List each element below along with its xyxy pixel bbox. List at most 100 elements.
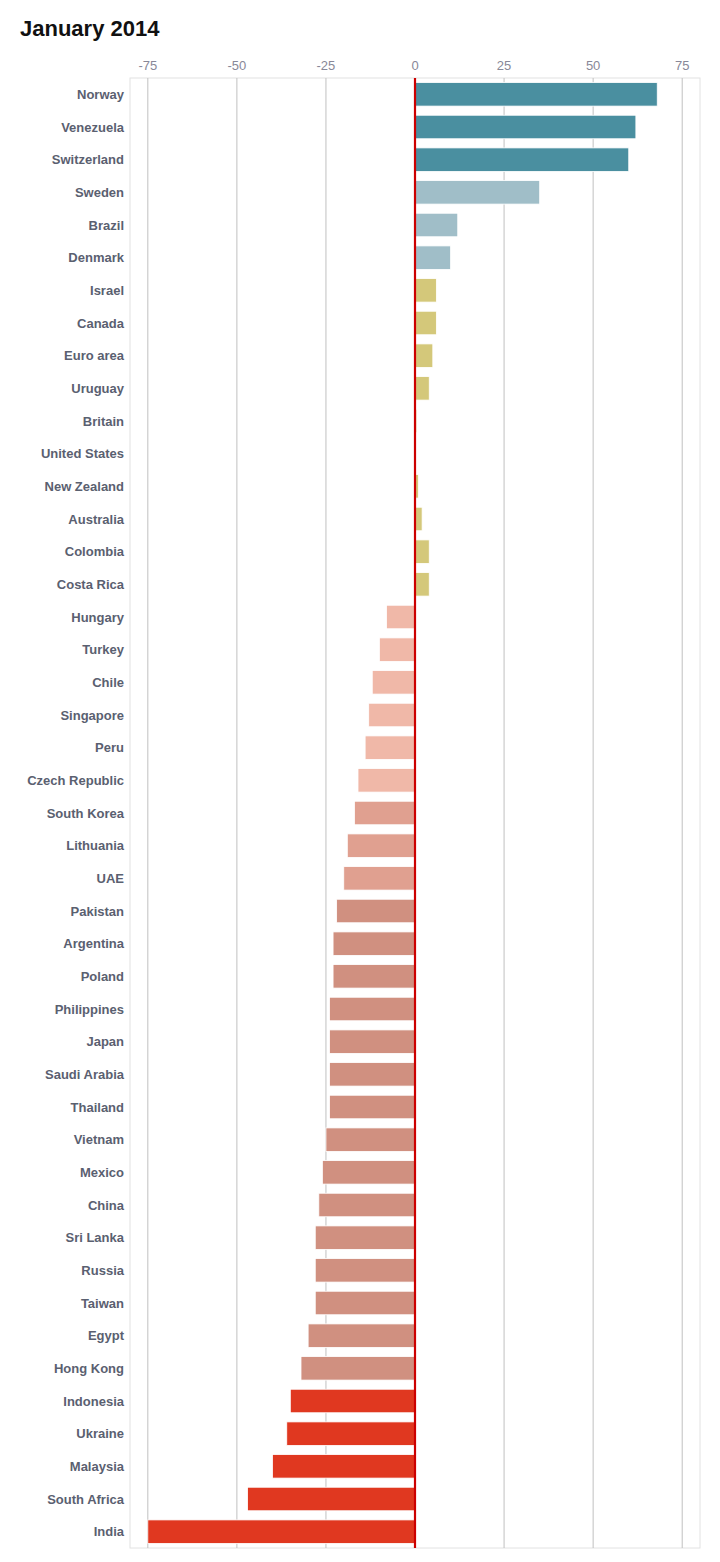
tick-label: -75 bbox=[138, 58, 157, 73]
category-label: Britain bbox=[83, 414, 124, 429]
category-label: Malaysia bbox=[70, 1459, 125, 1474]
category-label: Saudi Arabia bbox=[45, 1067, 125, 1082]
category-label: Argentina bbox=[63, 936, 124, 951]
bar bbox=[365, 736, 415, 760]
bar bbox=[369, 703, 415, 727]
bar bbox=[347, 834, 415, 858]
bar bbox=[287, 1422, 415, 1446]
bar bbox=[415, 540, 429, 564]
category-label: Sri Lanka bbox=[65, 1230, 124, 1245]
category-label: Hungary bbox=[71, 610, 125, 625]
tick-label: 75 bbox=[675, 58, 689, 73]
category-label: Israel bbox=[90, 283, 124, 298]
category-label: South Africa bbox=[47, 1492, 125, 1507]
category-label: Canada bbox=[77, 316, 125, 331]
bar bbox=[315, 1259, 415, 1283]
category-labels: Norway Venezuela Switzerland Sweden Brazil De… bbox=[27, 87, 125, 1539]
category-label: Australia bbox=[68, 512, 124, 527]
bar bbox=[415, 246, 451, 270]
grid-line bbox=[682, 78, 683, 1548]
bar bbox=[358, 769, 415, 793]
tick-label: -50 bbox=[227, 58, 246, 73]
bar bbox=[333, 965, 415, 989]
category-label: Ukraine bbox=[76, 1426, 124, 1441]
category-label: Hong Kong bbox=[54, 1361, 124, 1376]
category-label: Taiwan bbox=[81, 1296, 124, 1311]
axis-ticks: -75 -50 -25 0 25 50 75 bbox=[138, 58, 689, 73]
tick-label: 0 bbox=[411, 58, 418, 73]
bar bbox=[415, 279, 436, 303]
plot-frame bbox=[130, 78, 700, 1548]
bar bbox=[415, 311, 436, 335]
category-label: Chile bbox=[92, 675, 124, 690]
chart-title: January 2014 bbox=[20, 16, 160, 41]
grid bbox=[148, 78, 682, 1548]
bar bbox=[379, 638, 415, 662]
bar bbox=[415, 213, 458, 237]
category-label: Costa Rica bbox=[57, 577, 125, 592]
bar bbox=[301, 1357, 415, 1381]
tick-label: -25 bbox=[317, 58, 336, 73]
bar bbox=[148, 1520, 415, 1544]
bar bbox=[315, 1291, 415, 1315]
category-label: Pakistan bbox=[71, 904, 125, 919]
category-label: Switzerland bbox=[52, 152, 124, 167]
category-label: Lithuania bbox=[66, 838, 125, 853]
category-label: New Zealand bbox=[45, 479, 125, 494]
bar bbox=[315, 1226, 415, 1250]
category-label: Vietnam bbox=[74, 1132, 124, 1147]
bar bbox=[322, 1161, 415, 1185]
chart-container: January 2014 -75 -50 -25 0 25 50 75 Norway Venezu… bbox=[0, 0, 720, 1562]
category-label: Sweden bbox=[75, 185, 124, 200]
category-label: Norway bbox=[77, 87, 125, 102]
category-label: Mexico bbox=[80, 1165, 124, 1180]
category-label: India bbox=[94, 1524, 125, 1539]
category-label: Brazil bbox=[89, 218, 124, 233]
bar bbox=[330, 1063, 416, 1087]
bar bbox=[248, 1487, 415, 1511]
bar bbox=[273, 1455, 416, 1479]
category-label: Peru bbox=[95, 740, 124, 755]
bar bbox=[330, 1030, 416, 1054]
bar bbox=[308, 1324, 415, 1348]
bar bbox=[387, 605, 416, 629]
category-label: Venezuela bbox=[61, 120, 125, 135]
category-label: Denmark bbox=[68, 250, 124, 265]
bar bbox=[354, 801, 415, 825]
tick-label: 50 bbox=[586, 58, 600, 73]
bar bbox=[330, 1095, 416, 1119]
category-label: Colombia bbox=[65, 544, 125, 559]
category-label: United States bbox=[41, 446, 124, 461]
category-label: Thailand bbox=[71, 1100, 125, 1115]
grid-line bbox=[236, 78, 237, 1548]
category-label: Turkey bbox=[82, 642, 124, 657]
bar bbox=[330, 997, 416, 1021]
bar bbox=[415, 181, 540, 205]
chart-svg: January 2014 -75 -50 -25 0 25 50 75 Norway Venezu… bbox=[0, 0, 720, 1562]
grid-line bbox=[593, 78, 594, 1548]
zero-line bbox=[414, 78, 416, 1548]
category-label: China bbox=[88, 1198, 125, 1213]
tick-label: 25 bbox=[497, 58, 511, 73]
bar bbox=[415, 344, 433, 368]
category-label: South Korea bbox=[47, 806, 125, 821]
bar bbox=[344, 867, 415, 891]
category-label: Japan bbox=[86, 1034, 124, 1049]
bar bbox=[290, 1389, 415, 1413]
category-label: Uruguay bbox=[71, 381, 125, 396]
category-label: Czech Republic bbox=[27, 773, 124, 788]
bar bbox=[326, 1128, 415, 1152]
bar bbox=[333, 932, 415, 956]
category-label: Singapore bbox=[60, 708, 124, 723]
category-label: UAE bbox=[97, 871, 125, 886]
bar bbox=[415, 115, 636, 139]
bar bbox=[415, 83, 657, 107]
bars bbox=[148, 83, 657, 1544]
bar bbox=[372, 671, 415, 695]
bar bbox=[337, 899, 415, 923]
grid-line bbox=[147, 78, 148, 1548]
category-label: Poland bbox=[81, 969, 124, 984]
category-label: Euro area bbox=[64, 348, 125, 363]
category-label: Philippines bbox=[55, 1002, 124, 1017]
bar bbox=[415, 573, 429, 597]
